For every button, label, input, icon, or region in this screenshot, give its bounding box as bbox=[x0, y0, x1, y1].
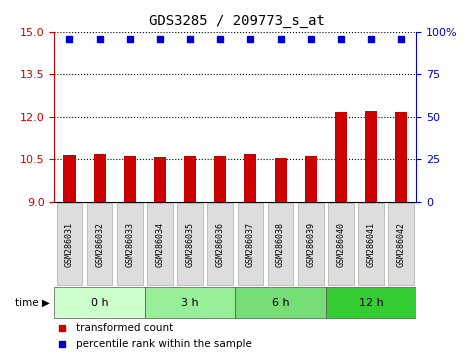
Bar bbox=[305, 156, 317, 202]
Text: time ▶: time ▶ bbox=[15, 298, 50, 308]
Bar bbox=[335, 112, 347, 202]
Bar bbox=[214, 156, 226, 202]
Bar bbox=[365, 110, 377, 202]
FancyBboxPatch shape bbox=[177, 204, 203, 285]
Text: GSM286036: GSM286036 bbox=[216, 222, 225, 267]
Bar bbox=[124, 156, 136, 202]
FancyBboxPatch shape bbox=[147, 204, 173, 285]
Bar bbox=[184, 156, 196, 202]
Text: GSM286034: GSM286034 bbox=[156, 222, 165, 267]
Bar bbox=[395, 112, 407, 202]
FancyBboxPatch shape bbox=[208, 204, 233, 285]
FancyBboxPatch shape bbox=[54, 287, 145, 318]
Bar bbox=[245, 154, 256, 202]
Bar bbox=[94, 154, 105, 202]
Text: GSM286039: GSM286039 bbox=[306, 222, 315, 267]
Text: GSM286040: GSM286040 bbox=[336, 222, 345, 267]
FancyBboxPatch shape bbox=[328, 204, 354, 285]
Text: GSM286031: GSM286031 bbox=[65, 222, 74, 267]
Text: GSM286033: GSM286033 bbox=[125, 222, 134, 267]
FancyBboxPatch shape bbox=[235, 287, 326, 318]
Bar bbox=[154, 157, 166, 202]
Text: GSM286038: GSM286038 bbox=[276, 222, 285, 267]
Text: 12 h: 12 h bbox=[359, 298, 384, 308]
Text: 6 h: 6 h bbox=[272, 298, 289, 308]
Text: GSM286037: GSM286037 bbox=[246, 222, 255, 267]
FancyBboxPatch shape bbox=[298, 204, 324, 285]
Text: GSM286032: GSM286032 bbox=[95, 222, 104, 267]
FancyBboxPatch shape bbox=[87, 204, 113, 285]
FancyBboxPatch shape bbox=[237, 204, 263, 285]
Text: 0 h: 0 h bbox=[91, 298, 108, 308]
FancyBboxPatch shape bbox=[388, 204, 414, 285]
Text: GSM286041: GSM286041 bbox=[367, 222, 376, 267]
FancyBboxPatch shape bbox=[268, 204, 293, 285]
Bar bbox=[274, 158, 287, 202]
Text: GDS3285 / 209773_s_at: GDS3285 / 209773_s_at bbox=[149, 14, 324, 28]
FancyBboxPatch shape bbox=[145, 287, 235, 318]
Text: GSM286035: GSM286035 bbox=[185, 222, 194, 267]
Text: transformed count: transformed count bbox=[76, 323, 174, 333]
Text: 3 h: 3 h bbox=[181, 298, 199, 308]
FancyBboxPatch shape bbox=[117, 204, 142, 285]
FancyBboxPatch shape bbox=[57, 204, 82, 285]
Text: percentile rank within the sample: percentile rank within the sample bbox=[76, 339, 252, 349]
Text: GSM286042: GSM286042 bbox=[397, 222, 406, 267]
FancyBboxPatch shape bbox=[358, 204, 384, 285]
Bar bbox=[63, 155, 76, 202]
FancyBboxPatch shape bbox=[326, 287, 416, 318]
